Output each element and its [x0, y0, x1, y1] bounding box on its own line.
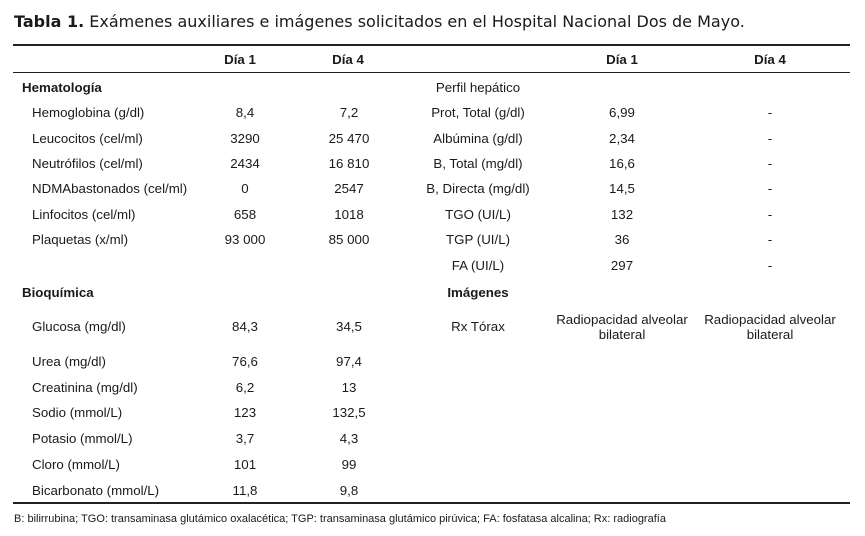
- images-day4: Radiopacidad alveolar bilateral: [704, 312, 836, 342]
- hemato-day1: 2434: [230, 156, 260, 171]
- section-perfil-hepatico: Perfil hepático: [435, 80, 521, 95]
- hepatic-day1: 2,34: [609, 131, 635, 146]
- section-bioquimica: Bioquímica: [22, 285, 94, 300]
- images-label: Rx Tórax: [451, 319, 505, 334]
- hepatic-label: FA (UI/L): [451, 258, 505, 273]
- bioq-day4: 13: [341, 380, 357, 395]
- hemato-day4: 85 000: [328, 232, 370, 247]
- bioq-day1: 101: [233, 457, 257, 472]
- bioq-day1: 123: [233, 405, 257, 420]
- table-caption: Tabla 1. Exámenes auxiliares e imágenes …: [14, 12, 745, 31]
- hemato-day4: 2547: [334, 181, 364, 196]
- bioq-label: Cloro (mmol/L): [32, 457, 120, 472]
- header-right-day4: Día 4: [754, 52, 786, 67]
- hepatic-day1: 36: [614, 232, 630, 247]
- hepatic-label: TGO (UI/L): [445, 207, 511, 222]
- hepatic-day1: 14,5: [609, 181, 635, 196]
- hepatic-day1: 132: [610, 207, 634, 222]
- top-rule: [13, 44, 850, 46]
- header-right-day1: Día 1: [606, 52, 638, 67]
- bioq-day4: 4,3: [339, 431, 359, 446]
- bioq-label: Potasio (mmol/L): [32, 431, 133, 446]
- bottom-rule: [13, 502, 850, 504]
- hemato-label: Plaquetas (x/ml): [32, 232, 129, 247]
- hemato-label: NDMAbastonados (cel/ml): [32, 181, 188, 196]
- bioq-label: Sodio (mmol/L): [32, 405, 123, 420]
- header-left-day1: Día 1: [224, 52, 256, 67]
- hepatic-day1: 6,99: [609, 105, 635, 120]
- section-imagenes: Imágenes: [447, 285, 509, 300]
- hepatic-label: TGP (UI/L): [445, 232, 511, 247]
- hepatic-label: B, Directa (mg/dl): [426, 181, 530, 196]
- bioq-day1: 84,3: [232, 319, 258, 334]
- table-footnote: B: bilirrubina; TGO: transaminasa glutám…: [14, 513, 666, 525]
- hemato-day4: 25 470: [328, 131, 370, 146]
- bioq-day4: 132,5: [332, 405, 366, 420]
- hepatic-label: Albúmina (g/dl): [433, 131, 523, 146]
- hepatic-label: Prot, Total (g/dl): [431, 105, 525, 120]
- hepatic-day1: 297: [610, 258, 634, 273]
- hepatic-day4: -: [767, 131, 773, 146]
- hepatic-day4: -: [767, 181, 773, 196]
- hemato-day1: 3290: [230, 131, 260, 146]
- bioq-day4: 34,5: [336, 319, 362, 334]
- bioq-day4: 97,4: [336, 354, 362, 369]
- bioq-label: Glucosa (mg/dl): [32, 319, 126, 334]
- hemato-label: Linfocitos (cel/ml): [32, 207, 136, 222]
- bioq-label: Urea (mg/dl): [32, 354, 106, 369]
- bioq-day1: 3,7: [235, 431, 255, 446]
- hepatic-day4: -: [767, 105, 773, 120]
- hepatic-label: B, Total (mg/dl): [433, 156, 523, 171]
- hepatic-day4: -: [767, 207, 773, 222]
- section-hematologia: Hematología: [22, 80, 102, 95]
- bioq-day4: 9,8: [339, 483, 359, 498]
- hepatic-day1: 16,6: [609, 156, 635, 171]
- hepatic-day4: -: [767, 232, 773, 247]
- hemato-day4: 1018: [334, 207, 364, 222]
- table-caption-label: Tabla 1.: [14, 12, 85, 31]
- hemato-day1: 8,4: [235, 105, 255, 120]
- table-caption-text: Exámenes auxiliares e imágenes solicitad…: [84, 12, 745, 31]
- hemato-day4: 16 810: [328, 156, 370, 171]
- images-day1: Radiopacidad alveolar bilateral: [556, 312, 688, 342]
- hepatic-day4: -: [767, 258, 773, 273]
- hemato-label: Leucocitos (cel/ml): [32, 131, 143, 146]
- header-left-day4: Día 4: [332, 52, 364, 67]
- bioq-label: Creatinina (mg/dl): [32, 380, 138, 395]
- bioq-day4: 99: [341, 457, 357, 472]
- hemato-label: Hemoglobina (g/dl): [32, 105, 145, 120]
- hemato-day1: 93 000: [224, 232, 266, 247]
- hepatic-day4: -: [767, 156, 773, 171]
- bioq-label: Bicarbonato (mmol/L): [32, 483, 160, 498]
- bioq-day1: 76,6: [232, 354, 258, 369]
- bioq-day1: 6,2: [235, 380, 255, 395]
- hemato-day1: 0: [241, 181, 249, 196]
- hemato-day1: 658: [233, 207, 257, 222]
- header-rule: [13, 72, 850, 73]
- bioq-day1: 11,8: [232, 483, 258, 498]
- hemato-label: Neutrófilos (cel/ml): [32, 156, 143, 171]
- hemato-day4: 7,2: [339, 105, 359, 120]
